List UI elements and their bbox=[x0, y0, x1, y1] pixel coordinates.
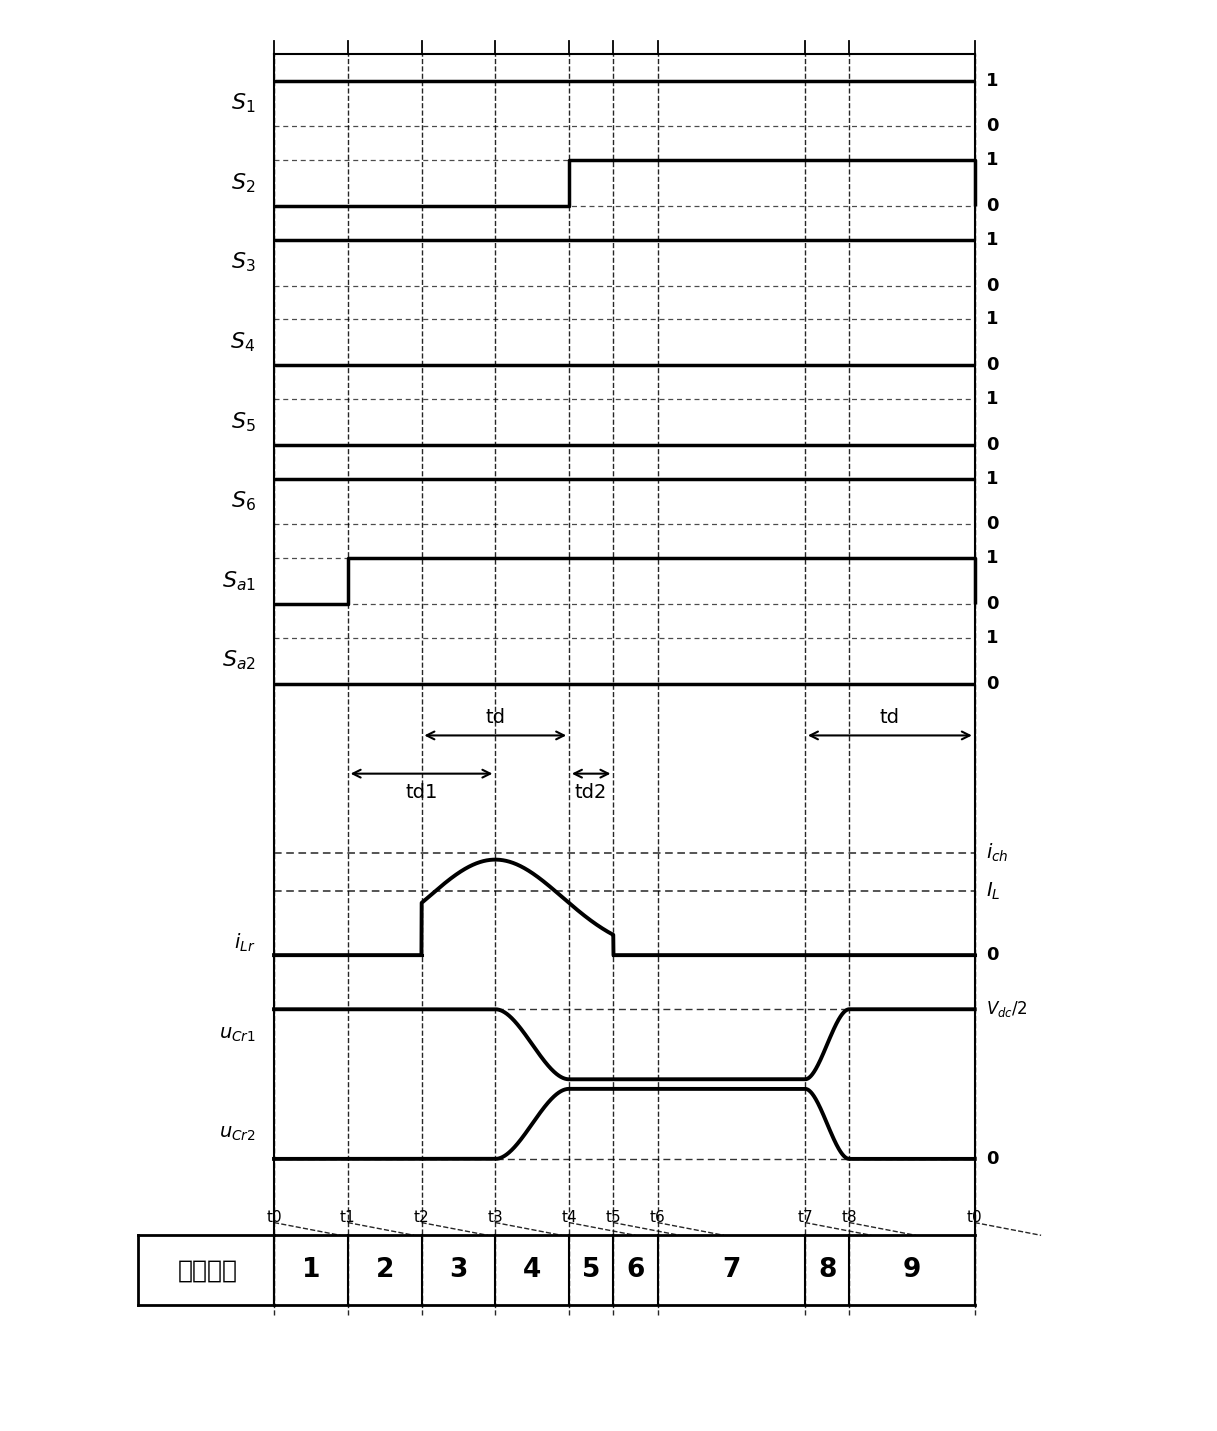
Text: 1: 1 bbox=[986, 230, 998, 249]
Text: $V_{dc}/2$: $V_{dc}/2$ bbox=[986, 999, 1027, 1019]
Text: 0: 0 bbox=[986, 197, 998, 215]
Text: 0: 0 bbox=[986, 595, 998, 612]
Text: $S_1$: $S_1$ bbox=[231, 92, 256, 116]
Text: 3: 3 bbox=[449, 1258, 467, 1284]
Text: $S_3$: $S_3$ bbox=[231, 250, 256, 275]
Text: t2: t2 bbox=[414, 1209, 430, 1225]
Text: $S_{a1}$: $S_{a1}$ bbox=[221, 570, 256, 592]
Text: td: td bbox=[880, 708, 899, 727]
Text: t0: t0 bbox=[966, 1209, 982, 1225]
Text: td2: td2 bbox=[574, 783, 607, 803]
Text: 0: 0 bbox=[986, 674, 998, 693]
Text: $u_{Cr2}$: $u_{Cr2}$ bbox=[219, 1123, 256, 1143]
Text: 换流阶段: 换流阶段 bbox=[178, 1258, 237, 1282]
Text: t8: t8 bbox=[841, 1209, 857, 1225]
Text: t6: t6 bbox=[650, 1209, 666, 1225]
Text: 7: 7 bbox=[722, 1258, 740, 1284]
Text: $S_{a2}$: $S_{a2}$ bbox=[221, 648, 256, 673]
Text: 0: 0 bbox=[986, 436, 998, 454]
Text: $u_{Cr1}$: $u_{Cr1}$ bbox=[219, 1025, 256, 1045]
Text: t5: t5 bbox=[606, 1209, 621, 1225]
Text: 9: 9 bbox=[903, 1258, 921, 1284]
Text: 1: 1 bbox=[302, 1258, 320, 1284]
Text: 0: 0 bbox=[986, 276, 998, 295]
Text: $S_6$: $S_6$ bbox=[230, 489, 256, 514]
Text: 5: 5 bbox=[582, 1258, 600, 1284]
Text: $i_{ch}$: $i_{ch}$ bbox=[986, 841, 1009, 864]
Text: 2: 2 bbox=[376, 1258, 394, 1284]
Text: $I_L$: $I_L$ bbox=[986, 881, 1000, 902]
Text: 0: 0 bbox=[986, 117, 998, 136]
Text: $S_2$: $S_2$ bbox=[231, 172, 256, 195]
Text: t3: t3 bbox=[487, 1209, 503, 1225]
Text: 1: 1 bbox=[986, 469, 998, 488]
Text: t1: t1 bbox=[340, 1209, 355, 1225]
Text: 1: 1 bbox=[986, 152, 998, 169]
Text: 1: 1 bbox=[986, 311, 998, 328]
Text: t0: t0 bbox=[267, 1209, 282, 1225]
Text: $S_4$: $S_4$ bbox=[230, 331, 256, 353]
Text: t4: t4 bbox=[561, 1209, 577, 1225]
Text: 0: 0 bbox=[986, 946, 998, 964]
Text: 0: 0 bbox=[986, 515, 998, 534]
Text: 1: 1 bbox=[986, 389, 998, 408]
Text: 8: 8 bbox=[818, 1258, 836, 1284]
Text: 1: 1 bbox=[986, 550, 998, 567]
Text: $S_5$: $S_5$ bbox=[231, 411, 256, 434]
Text: 1: 1 bbox=[986, 628, 998, 647]
Text: td1: td1 bbox=[405, 783, 438, 803]
Text: 6: 6 bbox=[627, 1258, 645, 1284]
Text: 0: 0 bbox=[986, 1151, 998, 1168]
Text: 4: 4 bbox=[523, 1258, 542, 1284]
Text: t7: t7 bbox=[797, 1209, 813, 1225]
Text: $i_{Lr}$: $i_{Lr}$ bbox=[234, 932, 256, 953]
Text: td: td bbox=[486, 708, 505, 727]
Text: 0: 0 bbox=[986, 356, 998, 373]
Text: 1: 1 bbox=[986, 72, 998, 90]
